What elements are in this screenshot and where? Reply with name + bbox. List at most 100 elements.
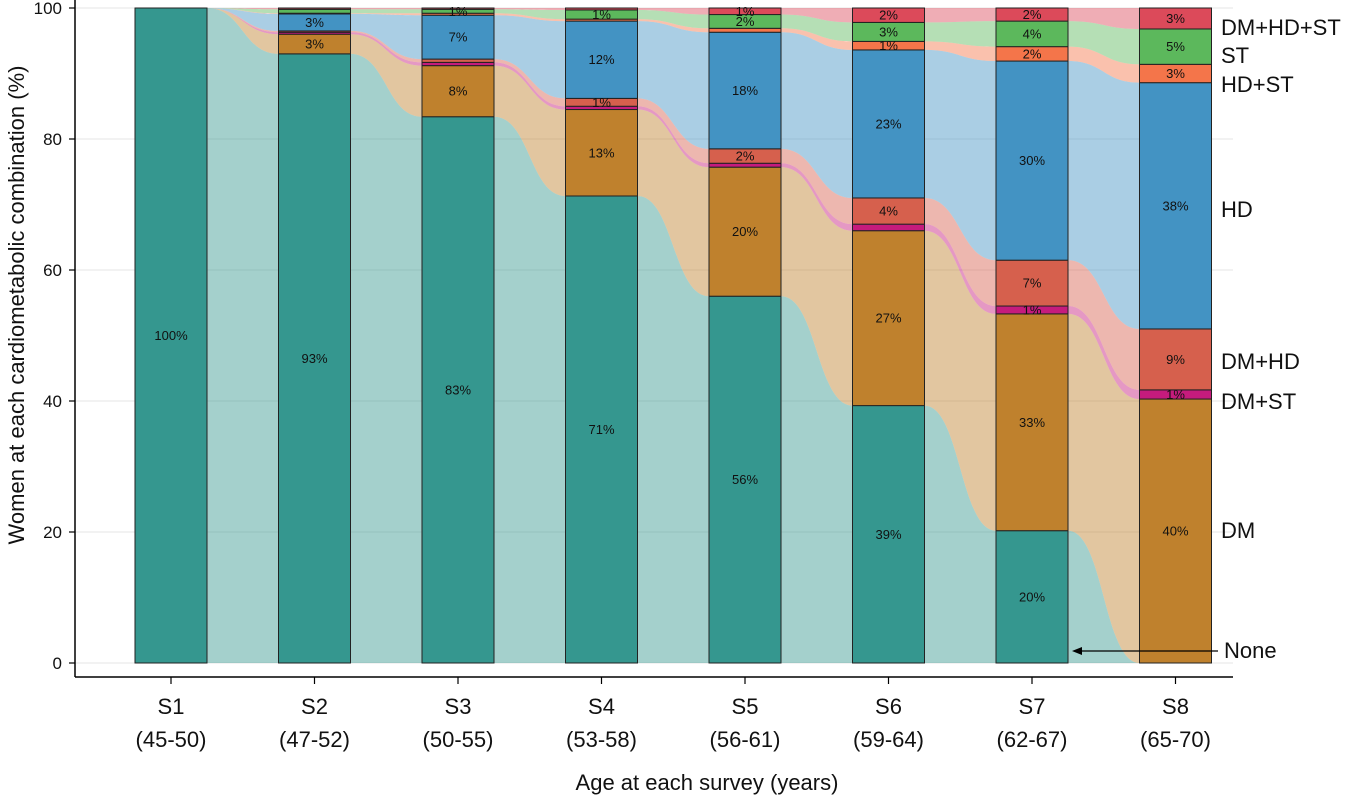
xtick-label: S7 [1019,694,1046,719]
segment-label: 39% [875,527,901,542]
bar-segment-none-S3 [421,116,495,664]
xtick-age-label: (56-61) [710,727,781,752]
flow-band-dm-hd-st-S4 [637,8,709,15]
segment-label: 1% [592,7,611,22]
xtick-label: S5 [732,694,759,719]
flow-band-hd-st-S7 [1068,46,1140,83]
flow-band-none-S6 [924,405,996,663]
flow-band-dm-st-S7 [1068,306,1140,400]
segment-label: 1% [879,38,898,53]
flow-band-none-S4 [637,195,709,664]
xtick-age-label: (62-67) [997,727,1068,752]
bar-segment-dm-S5 [708,166,782,297]
flow-band-dm-hd-st-S1 [207,8,279,10]
ytick-label: 0 [53,654,62,673]
bar-segment-dm-hd-st-S2 [278,7,351,10]
flow-band-dm-st-S2 [350,32,422,66]
flow-band-dm-hd-S6 [924,197,996,307]
flow-band-dm-st-S6 [924,224,996,314]
segment-label: 93% [301,351,327,366]
flow-band-dm-hd-st-S5 [781,8,853,23]
flow-band-hd-S5 [781,32,853,198]
bar-segment-st-S8 [1139,28,1212,65]
stacked-bars [134,7,1212,664]
flow-band-dm-S7 [1068,313,1140,663]
legend-label-dm-hd-st: DM+HD+ST [1221,15,1341,40]
segment-label: 2% [1023,46,1042,61]
flow-band-dm-S3 [494,65,566,196]
xtick-label: S8 [1162,694,1189,719]
flow-band-dm-S5 [781,167,853,406]
flow-band-dm-S6 [924,230,996,531]
segment-label: 12% [588,52,614,67]
flow-band-none-S7 [1068,530,1140,663]
direct-legend: DM DM+ST DM+HD HD HD+ST ST DM+HD+ST [1221,15,1341,543]
segment-label: 23% [875,116,901,131]
x-ticks: S1 (45-50) S2 (47-52) S3 (50-55) S4 (53-58) S5 (5… [136,677,1211,752]
none-arrow-head [1072,647,1082,655]
bar-segment-dm-hd-st-S7 [995,7,1069,22]
y-ticks: 0 20 40 60 80 100 [34,0,75,673]
segment-label: 3% [1166,11,1185,26]
segment-label: 3% [305,15,324,30]
segment-label: 71% [588,422,614,437]
segment-label: 1% [1166,387,1185,402]
legend-label-dm-st: DM+ST [1221,389,1296,414]
flow-band-dm-S4 [637,109,709,297]
legend-label-st: ST [1221,43,1249,68]
bar-segment-dm-S3 [421,65,495,118]
flow-band-dm-st-S5 [781,163,853,231]
segment-label: 100% [154,328,188,343]
bar-segment-none-S6 [852,405,925,664]
x-axis-title: Age at each survey (years) [576,770,839,795]
flow-band-st-S6 [924,21,996,47]
flow-band-dm-hd-S5 [781,148,853,225]
xtick-age-label: (45-50) [136,727,207,752]
xtick-age-label: (47-52) [279,727,350,752]
bar-segment-dm-hd-S7 [995,259,1069,307]
segment-label: 83% [445,382,471,397]
bar-segment-dm-hd-st-S5 [708,7,782,16]
bar-segment-none-S5 [708,295,782,664]
flow-band-none-S3 [494,116,566,664]
segment-label: 3% [1166,66,1185,81]
ytick-label: 20 [43,523,62,542]
segment-label: 1% [1023,302,1042,317]
legend-label-dm: DM [1221,518,1255,543]
xtick-label: S1 [158,694,185,719]
segment-label: 38% [1162,198,1188,213]
segment-label: 1% [592,95,611,110]
segment-label: 7% [449,30,468,45]
segment-label: 40% [1162,524,1188,539]
segment-label: 4% [879,204,898,219]
flow-band-dm-hd-S7 [1068,260,1140,390]
flow-band-dm-st-S4 [637,106,709,168]
flow-band-dm-hd-st-S7 [1068,8,1140,29]
bar-segment-dm-st-S6 [852,223,925,232]
segment-label: 1% [449,4,468,19]
legend-label-hd-st: HD+ST [1221,72,1294,97]
flow-band-dm-st-S1 [207,8,279,35]
flow-band-hd-st-S5 [781,28,853,50]
flow-band-hd-S4 [637,21,709,149]
bar-segment-hd-S4 [565,20,638,99]
segment-label: 3% [305,37,324,52]
flow-band-st-S5 [781,14,853,42]
bar-segment-dm-S6 [852,230,925,407]
bar-segment-hd-S8 [1139,82,1212,330]
segment-label: 56% [732,472,758,487]
bar-segment-none-S4 [565,195,638,664]
flow-band-dm-hd-st-S6 [924,8,996,23]
bar-segment-none-S2 [278,53,351,664]
flow-band-none-S5 [781,296,853,663]
bar-segment-dm-hd-st-S3 [421,7,495,10]
segment-label: 5% [1166,39,1185,54]
xtick-age-label: (50-55) [423,727,494,752]
flow-band-dm-hd-st-S3 [494,8,566,10]
xtick-label: S3 [445,694,472,719]
segment-label: 20% [1019,589,1045,604]
segment-label: 30% [1019,153,1045,168]
flow-band-hd-S7 [1068,61,1140,329]
flow-band-dm-hd-S4 [637,98,709,164]
flow-band-dm-hd-S3 [494,59,566,107]
